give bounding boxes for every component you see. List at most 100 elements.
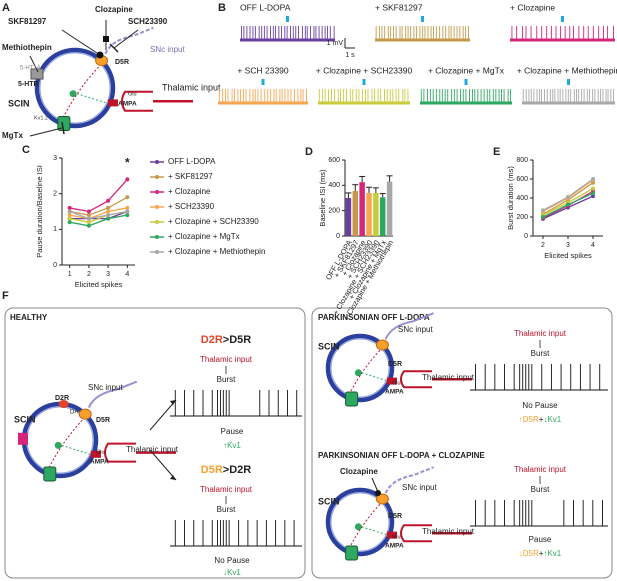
bar [345, 198, 352, 236]
snc-input [104, 26, 154, 55]
trace-label: OFF L-DOPA [240, 2, 291, 12]
label: SCIN [8, 98, 30, 108]
data-point [591, 186, 595, 191]
cell-membrane [325, 333, 395, 403]
drug-line [113, 29, 139, 49]
data-point [591, 194, 595, 199]
drug-line [371, 477, 379, 493]
series-line [69, 196, 128, 216]
data-point [86, 220, 91, 225]
arrow-head [170, 400, 176, 405]
relation-part: > [223, 464, 229, 476]
legend-label: + SKF81297 [168, 172, 213, 181]
label: Glu [392, 534, 401, 540]
data-point [86, 223, 91, 228]
label: AMPA [90, 459, 109, 466]
label: SNc input [398, 325, 433, 334]
legend-label: OFF L-DOPA [168, 157, 216, 166]
stim-marker [464, 79, 468, 85]
relation-part: D2R [229, 464, 251, 476]
series-line [69, 214, 128, 227]
y-tick-label: 0 [336, 233, 340, 240]
stim-marker [261, 79, 265, 85]
label: Clozapine [340, 467, 378, 476]
kv-channel [43, 466, 57, 482]
legend-dot [155, 160, 159, 164]
y-tick-label: 600 [328, 157, 340, 164]
label: Clozapine [95, 5, 133, 14]
relation-part: > [223, 334, 229, 346]
label: AMPA [385, 543, 404, 550]
arrow [149, 449, 177, 481]
legend-label: + SCH23390 [168, 202, 215, 211]
data-point [541, 208, 545, 213]
legend-dot [155, 175, 159, 179]
bar [379, 197, 386, 236]
parkinsonian-box [311, 307, 613, 579]
label: ↓Kv1 [223, 568, 241, 577]
drug-ball [375, 490, 381, 496]
healthy-box [4, 307, 306, 579]
y-tick-label: 2 [53, 191, 57, 198]
panel-letter: B [218, 2, 226, 14]
x-tick-label: 4 [591, 242, 595, 249]
d5r-receptor [375, 339, 389, 351]
data-point [106, 198, 111, 203]
data-point [86, 213, 91, 218]
data-point [106, 209, 111, 214]
data-point [106, 216, 111, 221]
y-tick-label: 400 [328, 182, 340, 189]
label: Thalamic input [422, 527, 475, 536]
panel-letter: E [493, 146, 500, 158]
trace-label: + SCH 23390 [237, 65, 289, 75]
label: Kv1.2 [34, 115, 48, 121]
label: HEALTHY [10, 313, 48, 322]
label: 5-HTR [18, 81, 39, 88]
stim-marker [362, 79, 366, 85]
label: Thalamic input [126, 445, 179, 454]
snc-input [384, 312, 434, 340]
relation-part: ↓D5R [519, 549, 539, 558]
data-point [67, 205, 72, 210]
cell-inner [330, 492, 390, 552]
data-point [566, 202, 570, 207]
label: D5R [115, 59, 129, 66]
label: Thalamic input [200, 355, 253, 364]
label: Burst [531, 485, 550, 494]
drug-square [103, 36, 109, 42]
relation: ↑D5R+↓Kv1 [519, 415, 562, 424]
ampa-receptor [108, 99, 118, 107]
label: Thalamic input [162, 82, 221, 92]
data-point [591, 180, 595, 185]
label: PARKINSONIAN OFF L-DOPA + CLOZAPINE [318, 451, 485, 460]
data-point [106, 213, 111, 218]
data-point [67, 220, 72, 225]
thalamic-terminal [121, 90, 153, 112]
trace-label: + Clozapine + Methiothepin [517, 65, 617, 75]
snc-input [87, 380, 138, 409]
drug-block [109, 43, 119, 53]
kv-dot [354, 369, 362, 377]
thalamic-terminal [400, 524, 432, 543]
label: SNc input [402, 483, 437, 492]
label: No Pause [522, 401, 558, 410]
label: SNc input [150, 45, 185, 54]
label: ↑Kv1 [223, 441, 241, 450]
relation: ↓D5R+↑Kv1 [519, 549, 562, 558]
data-point [125, 209, 130, 214]
legend-label: + Clozapine + SCH23390 [168, 217, 259, 226]
kv-dot [354, 523, 362, 531]
label: Thalamic input [514, 465, 567, 474]
signal-path [76, 93, 108, 104]
stim-marker [286, 16, 289, 22]
d2r-receptor [58, 400, 69, 408]
label: Burst [217, 505, 236, 514]
label: Burst [531, 349, 550, 358]
panel-letter: D [305, 146, 313, 158]
scale-label: 1 mV [327, 40, 344, 47]
cell-inner [39, 52, 111, 124]
trace-label: + SKF81297 [375, 2, 423, 12]
x-axis-label: Elicited spikes [544, 251, 592, 260]
label: No Pause [214, 556, 250, 565]
thalamic-terminal [104, 442, 136, 463]
